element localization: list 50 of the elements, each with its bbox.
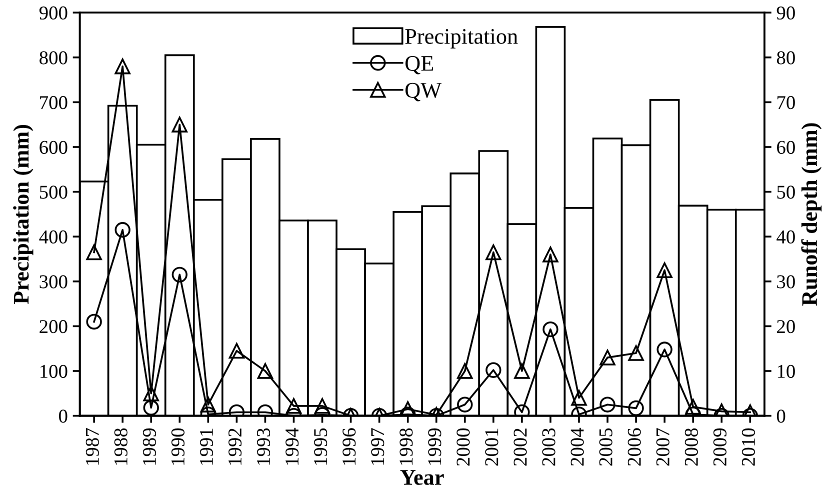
x-tick-label: 2000 bbox=[456, 428, 470, 466]
y2-axis-title: Runoff depth (mm) bbox=[801, 123, 822, 306]
x-tick-label: 2008 bbox=[684, 428, 698, 466]
x-tick-label: 1990 bbox=[171, 428, 185, 465]
x-tick-label: 1987 bbox=[86, 428, 99, 465]
y2-tick-label: 20 bbox=[777, 320, 795, 334]
x-tick-label: 2004 bbox=[570, 428, 584, 466]
x-tick-label: 1993 bbox=[257, 428, 270, 465]
x-tick-label: 1995 bbox=[314, 428, 328, 465]
y-tick-label: 600 bbox=[40, 140, 68, 154]
x-tick-label: 2009 bbox=[713, 428, 726, 466]
x-tick-label: 2005 bbox=[599, 428, 612, 466]
y2-tick-label: 10 bbox=[778, 364, 795, 378]
y-axis-title: Precipitation (mm) bbox=[13, 124, 34, 304]
legend-label: QE bbox=[405, 56, 434, 74]
y2-tick-label: 50 bbox=[777, 186, 795, 199]
y2-tick-label: 60 bbox=[777, 140, 795, 154]
y-tick-label: 200 bbox=[40, 320, 68, 334]
x-tick-label: 1989 bbox=[142, 428, 156, 465]
x-tick-label: 1992 bbox=[228, 428, 242, 465]
y2-tick-label: 90 bbox=[776, 6, 795, 20]
x-tick-label: 2010 bbox=[742, 428, 756, 466]
x-tick-label: 2001 bbox=[485, 428, 498, 466]
x-tick-label: 2007 bbox=[656, 428, 670, 466]
y-tick-label: 500 bbox=[40, 186, 68, 199]
x-tick-label: 1991 bbox=[200, 428, 214, 465]
x-tick-label: 2003 bbox=[542, 428, 556, 466]
x-tick-label: 1994 bbox=[286, 428, 299, 465]
legend-label: QW bbox=[405, 82, 442, 102]
x-tick-label: 1988 bbox=[114, 428, 128, 465]
x-axis-title: Year bbox=[400, 470, 444, 485]
x-tick-label: 2006 bbox=[628, 428, 641, 466]
y2-tick-label: 80 bbox=[776, 51, 795, 64]
y2-tick-label: 0 bbox=[776, 410, 786, 423]
y-tick-label: 100 bbox=[40, 364, 68, 378]
y-tick-label: 300 bbox=[40, 275, 68, 288]
legend-label: Precipitation bbox=[405, 28, 518, 48]
y2-tick-label: 70 bbox=[777, 96, 795, 110]
x-tick-label: 1996 bbox=[342, 428, 356, 465]
x-tick-label: 1999 bbox=[428, 428, 442, 465]
x-tick-label: 1998 bbox=[400, 428, 413, 465]
y-tick-label: 400 bbox=[39, 230, 68, 244]
y-tick-label: 700 bbox=[40, 96, 68, 110]
y-tick-label: 900 bbox=[39, 6, 68, 20]
y-tick-label: 800 bbox=[40, 51, 68, 64]
x-tick-label: 2002 bbox=[514, 428, 527, 466]
y-tick-label: 0 bbox=[59, 410, 68, 423]
y2-tick-label: 40 bbox=[776, 230, 795, 244]
x-tick-label: 1997 bbox=[371, 428, 384, 465]
y2-tick-label: 30 bbox=[777, 275, 795, 288]
